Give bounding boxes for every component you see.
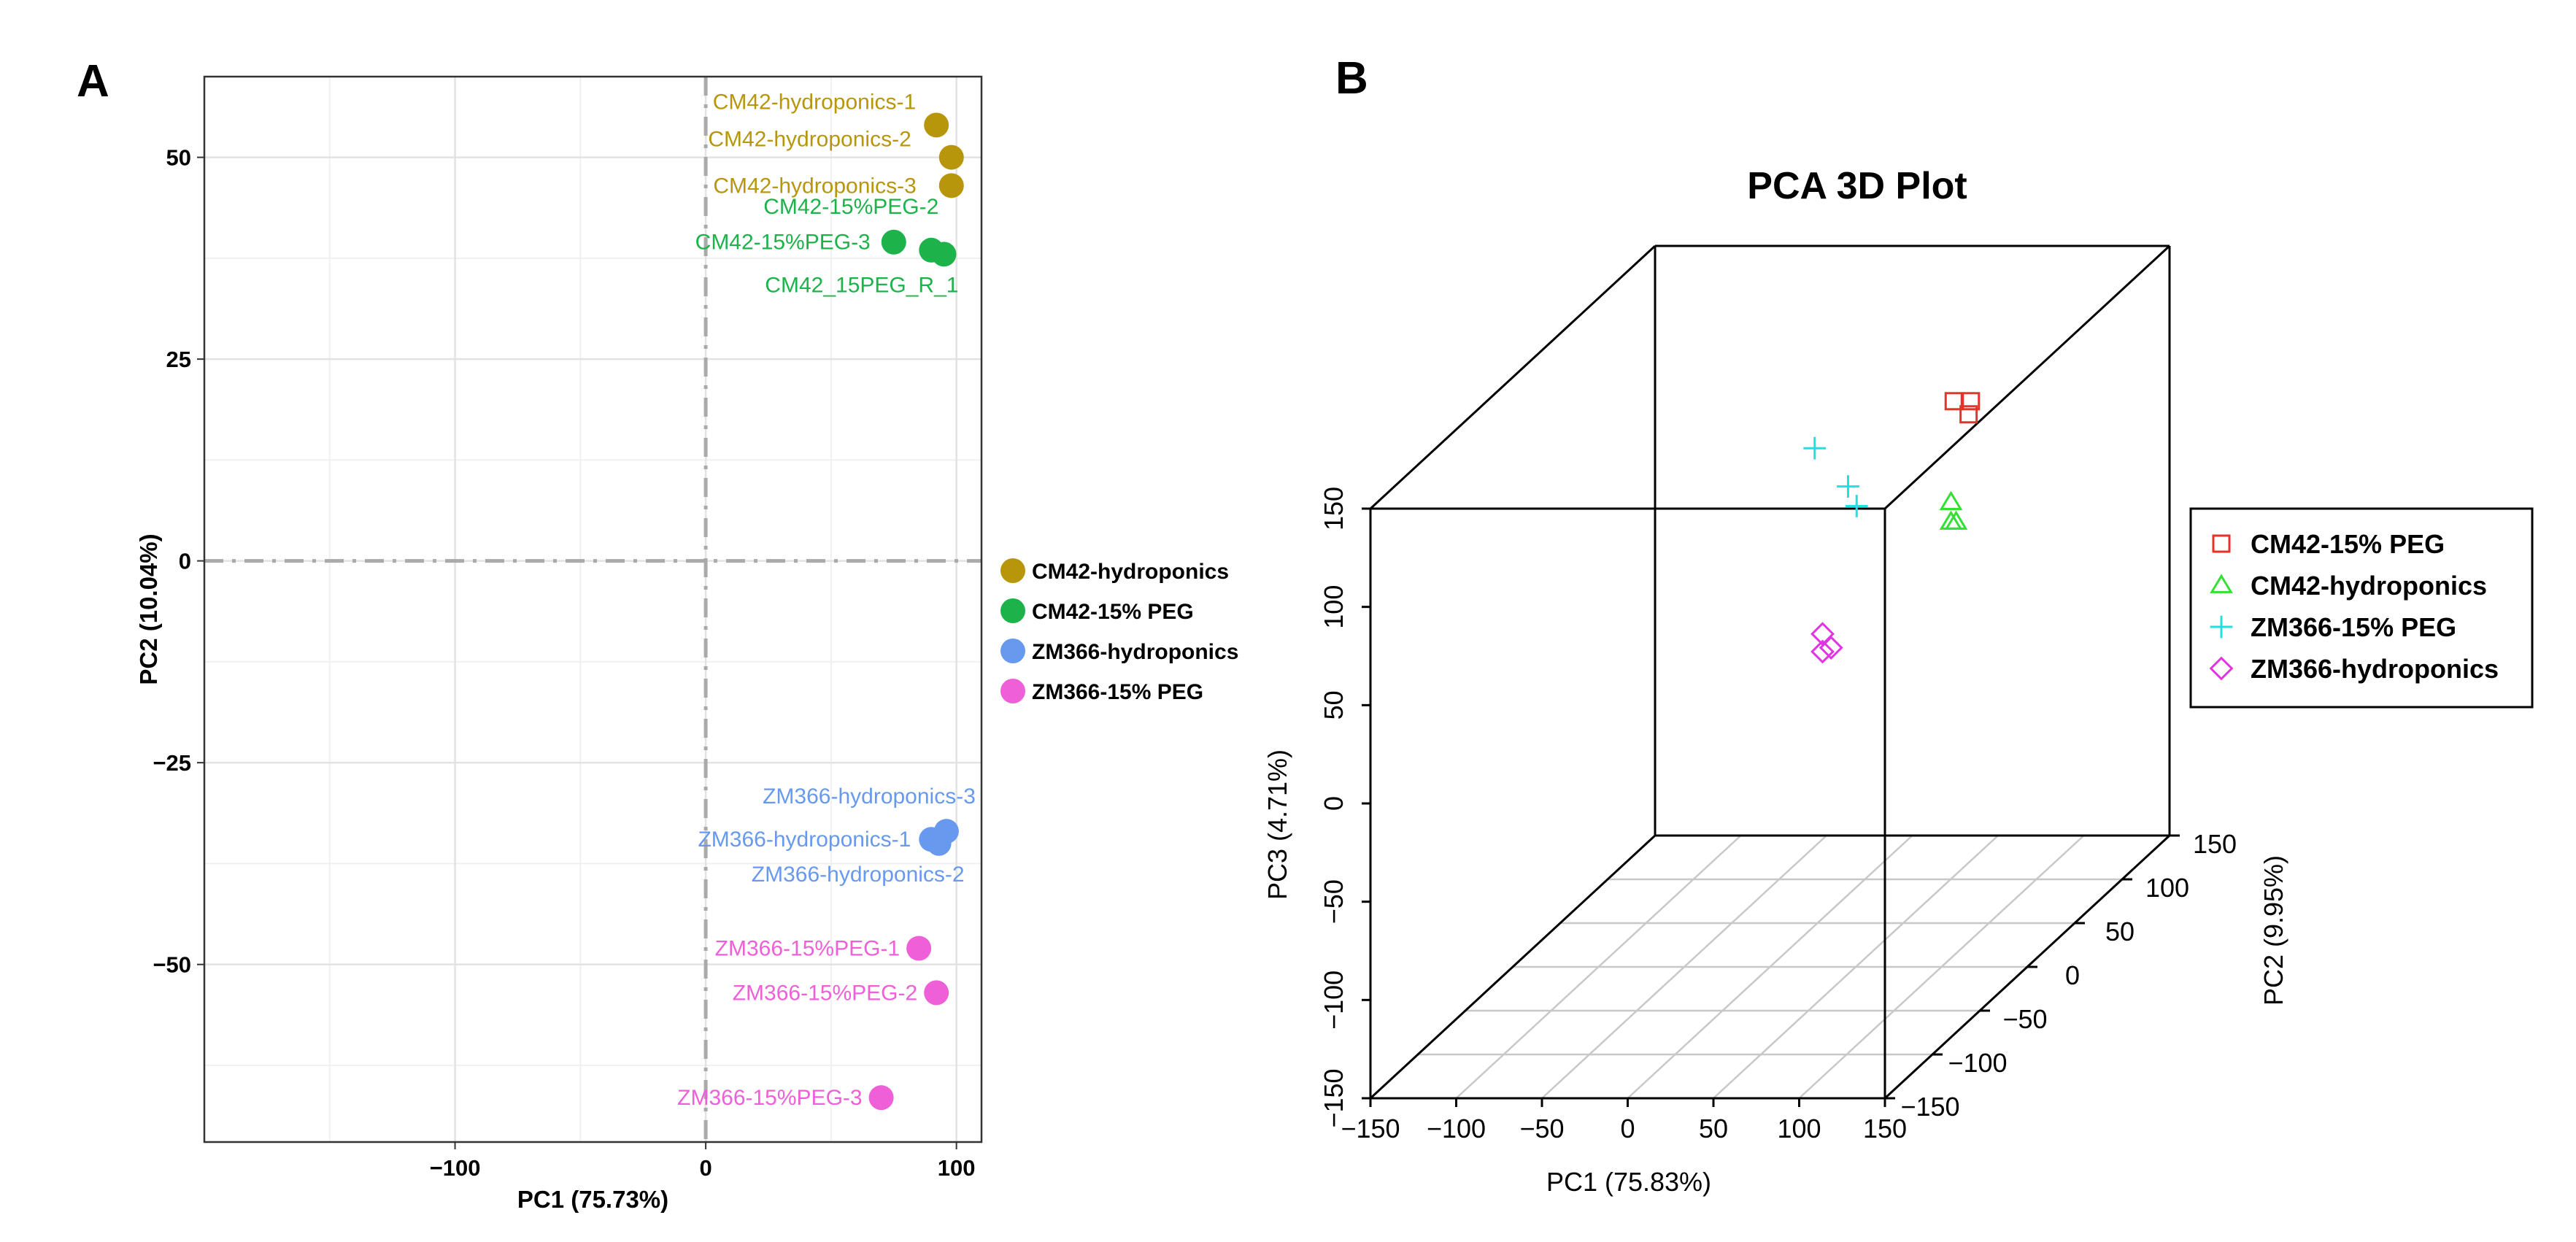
plot-border-a (203, 75, 983, 1143)
point-cm42-15-peg (1944, 392, 1963, 411)
y-axis-title-a: PC2 (10.04%) (135, 533, 162, 684)
legend-marker-cm42-15-peg (1000, 598, 1025, 623)
point-zm366-15-peg-3 (868, 1085, 894, 1111)
panel-letter-b: B (1335, 53, 1368, 104)
point-zm366-15-peg (1803, 436, 1827, 460)
point-label-cm42-hydroponics-1: CM42-hydroponics-1 (713, 90, 916, 114)
point-label-cm42-hydroponics-2: CM42-hydroponics-2 (708, 128, 911, 152)
y-tick-label: 50 (2105, 917, 2135, 946)
x-axis-title-a: PC1 (75.73%) (517, 1186, 668, 1213)
point-cm42-hydroponics-3 (938, 173, 964, 198)
panel-letter-a: A (77, 56, 109, 107)
y-tick-label: −100 (1948, 1048, 2007, 1078)
point-cm42-15-peg (1962, 392, 1981, 411)
point-label-cm42-15peg-r-1: CM42_15PEG_R_1 (765, 273, 958, 297)
point-label-cm42-15-peg-2: CM42-15%PEG-2 (763, 195, 938, 219)
legend-marker-zm366-15-peg (1000, 679, 1025, 703)
x-tick-label: 50 (1699, 1114, 1728, 1143)
legend-box-b (2189, 507, 2534, 709)
y-tick-label: −50 (2002, 1004, 2047, 1034)
chart-title: PCA 3D Plot (1747, 165, 1967, 207)
legend-marker-zm366-hydroponics (1000, 639, 1025, 663)
y-tick-label: 0 (2065, 960, 2080, 990)
point-cm42-15-peg (1959, 405, 1978, 424)
legend-label-zm366-hydroponics: ZM366-hydroponics (1032, 640, 1238, 664)
box-edge (1369, 244, 1657, 510)
x-tick-label: −100 (1427, 1114, 1486, 1143)
legend-label-zm366-15-peg: ZM366-15% PEG (2251, 612, 2456, 642)
x-axis-title-b: PC1 (75.83%) (1546, 1167, 1711, 1197)
legend-marker-zm366-15-peg (2210, 615, 2233, 639)
z-axis-title-b: PC3 (4.71%) (1262, 749, 1292, 900)
x-tick-label: −100 (430, 1155, 481, 1181)
z-tick-label: 150 (1319, 487, 1349, 531)
x-tick-label: 100 (1777, 1114, 1821, 1143)
point-label-cm42-15-peg-3: CM42-15%PEG-3 (695, 231, 871, 255)
point-label-cm42-hydroponics-3: CM42-hydroponics-3 (713, 174, 916, 198)
z-tick-label: 50 (1319, 690, 1349, 720)
y-axis-title-b: PC2 (9.95%) (2259, 855, 2288, 1006)
point-zm366-15-peg (1837, 475, 1859, 498)
x-tick-label: 100 (938, 1155, 976, 1181)
y-tick-label: −50 (153, 952, 191, 978)
point-label-zm366-hydroponics-2: ZM366-hydroponics-2 (752, 863, 965, 887)
panel-a: A −100 0 100 −50 −25 0 25 50 CM42-hydroponics-1 CM… (77, 56, 1238, 1213)
legend-label-zm366-hydroponics: ZM366-hydroponics (2251, 654, 2499, 684)
z-tick-label: 100 (1319, 585, 1349, 629)
legend-marker-zm366-hydroponics (2209, 656, 2234, 681)
y-tick-label: −150 (1900, 1092, 1959, 1122)
z-tick-label: −50 (1319, 879, 1349, 924)
x-tick-label: 0 (699, 1155, 712, 1181)
y-tick-label: 100 (2145, 873, 2189, 903)
point-zm366-hydroponics (1810, 639, 1835, 664)
legend-label-cm42-15-peg: CM42-15% PEG (2251, 529, 2445, 559)
x-tick-label: −50 (1519, 1114, 1564, 1143)
y-tick-label: 25 (166, 347, 191, 372)
point-label-zm366-15-peg-2: ZM366-15%PEG-2 (733, 981, 917, 1005)
x-tick-label: 0 (1620, 1114, 1635, 1143)
legend-label-zm366-15-peg: ZM366-15% PEG (1032, 680, 1203, 704)
y-tick-label: 0 (179, 549, 191, 574)
point-cm42-hydroponics (1944, 510, 1968, 530)
point-cm42-hydroponics-1 (924, 112, 949, 138)
point-zm366-hydroponics-2 (926, 830, 952, 856)
z-tick-label: −150 (1319, 1068, 1349, 1127)
box-edge (1883, 244, 2171, 510)
legend-marker-cm42-hydroponics (2210, 574, 2233, 593)
point-zm366-hydroponics (1819, 636, 1843, 660)
point-zm366-15-peg-2 (924, 980, 949, 1006)
point-label-zm366-hydroponics-3: ZM366-hydroponics-3 (763, 784, 976, 809)
x-tick-label: 150 (1863, 1114, 1907, 1143)
point-label-zm366-15-peg-1: ZM366-15%PEG-1 (715, 937, 900, 961)
z-tick-label: −100 (1319, 971, 1349, 1030)
point-zm366-15-peg (1845, 495, 1868, 517)
legend-marker-cm42-15-peg (2212, 534, 2231, 553)
z-tick-label: 0 (1319, 796, 1349, 811)
y-tick-label: −25 (153, 750, 191, 776)
x-tick-label: −150 (1341, 1114, 1400, 1143)
point-label-zm366-hydroponics-1: ZM366-hydroponics-1 (698, 828, 911, 852)
point-cm42-15-peg-3 (881, 229, 906, 255)
point-cm42-hydroponics-2 (938, 144, 964, 170)
legend-label-cm42-hydroponics: CM42-hydroponics (1032, 560, 1229, 584)
y-tick-label: 50 (166, 145, 191, 171)
box-edge (1369, 834, 1657, 1100)
point-zm366-15-peg-1 (906, 936, 932, 961)
y-tick-label: 150 (2193, 829, 2237, 859)
legend-label-cm42-15-peg: CM42-15% PEG (1032, 600, 1194, 624)
point-cm42-15peg-r-1 (931, 242, 957, 267)
point-label-zm366-15-peg-3: ZM366-15%PEG-3 (677, 1086, 862, 1110)
legend-marker-cm42-hydroponics (1000, 558, 1025, 583)
point-cm42-hydroponics (1939, 490, 1963, 510)
legend-label-cm42-hydroponics: CM42-hydroponics (2251, 571, 2487, 601)
